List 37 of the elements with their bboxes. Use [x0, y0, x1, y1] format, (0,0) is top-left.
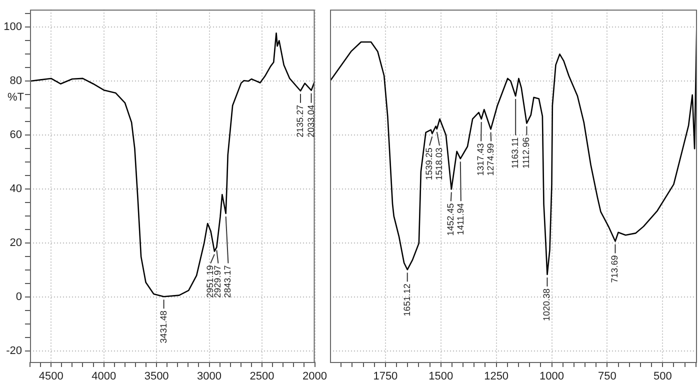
y-tick-label: -20: [6, 345, 22, 358]
y-tick-label: 80: [10, 75, 22, 88]
x-tick-label: 3000: [197, 370, 222, 383]
x-tick-label: 4500: [38, 370, 64, 383]
x-tick-label: 2000: [302, 370, 328, 383]
y-tick-label: 20: [10, 237, 22, 250]
annotation: 1411.94: [455, 203, 466, 236]
y-tick-label: 40: [10, 183, 22, 196]
annotation: 2033.04: [306, 104, 316, 138]
annotation: 3431.48: [158, 310, 168, 344]
annotation: 1112.96: [521, 137, 532, 168]
annotation: 1163.11: [510, 137, 520, 168]
x-tick-label: 2500: [250, 370, 274, 383]
annotation: 2951.19: [205, 265, 216, 298]
annotation: 1020.38: [542, 288, 552, 322]
x-tick-label: 1250: [484, 370, 509, 383]
annotation: 2929.97: [212, 265, 223, 298]
annotation: 1452.45: [445, 203, 456, 236]
annotation: 1651.12: [402, 284, 412, 316]
x-tick-label: 3500: [144, 370, 169, 383]
y-axis-title: %T: [8, 92, 24, 104]
x-tick-label: 4000: [92, 370, 116, 383]
annotation: 2135.27: [294, 104, 305, 138]
y-tick-label: 100: [4, 21, 22, 34]
annotation: 713.69: [610, 255, 620, 283]
x-tick-label: 1750: [373, 370, 398, 383]
x-tick-label: 750: [598, 370, 616, 383]
y-tick-label: 0: [16, 291, 22, 304]
x-tick-label: 1500: [428, 370, 454, 383]
annotation: 2843.17: [222, 265, 233, 298]
x-tick-label: 1000: [540, 370, 564, 383]
annotation: 1274.99: [486, 143, 496, 176]
y-tick-label: 60: [10, 129, 22, 142]
annotation: 1518.03: [434, 148, 444, 180]
x-tick-label: 500: [653, 370, 672, 383]
annotation: 1317.43: [476, 143, 486, 176]
annotation: 1539.25: [424, 148, 434, 180]
